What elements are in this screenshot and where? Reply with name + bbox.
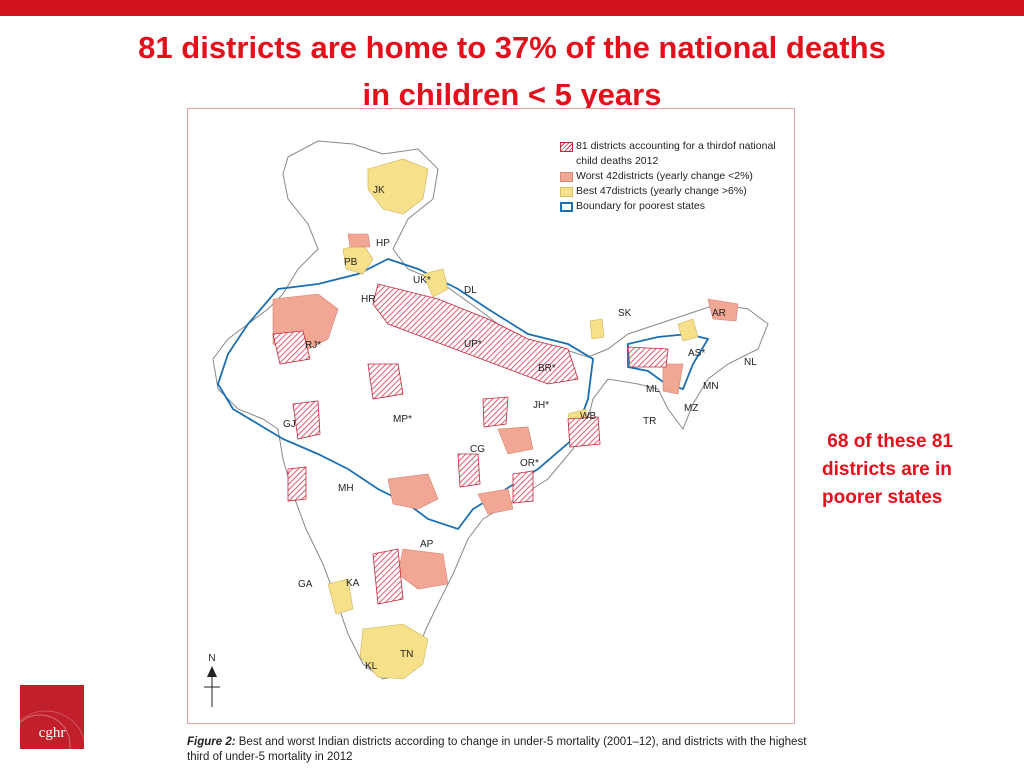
hatched-districts-gj [292,400,321,440]
hatched-districts-ap [372,548,404,605]
state-label-as: AS* [688,348,705,359]
state-label-tr: TR [643,416,656,427]
cghr-logo-mark [20,710,84,749]
worst-districts-hp [347,233,371,248]
figure-caption-label: Figure 2: [187,736,236,748]
state-label-jk: JK [373,185,385,196]
figure-caption-text: Best and worst Indian districts accordin… [187,736,807,763]
state-label-cg: CG [470,444,485,455]
north-arrow: N [204,653,220,707]
figure-caption: Figure 2: Best and worst Indian district… [187,735,807,765]
legend-item-best: Best 47districts (yearly change >6%) [560,184,790,199]
legend-worst-label: Worst 42districts (yearly change <2%) [576,170,753,182]
hatched-districts-as [627,346,669,368]
hatched-districts-cg [457,453,481,488]
legend-item-hatch: 81 districts accounting for a thirdof na… [560,139,790,169]
top-bar [0,0,1024,16]
slide-title-line2: in children < 5 years [362,77,662,112]
legend-item-worst: Worst 42districts (yearly change <2%) [560,169,790,184]
state-label-uk: UK* [413,275,431,286]
state-label-kl: KL [365,661,378,672]
state-label-sk: SK [618,308,632,319]
cghr-logo: cghr [20,685,84,749]
best-districts-sk [589,318,605,340]
worst-districts-cg [497,426,534,455]
legend-best-label: Best 47districts (yearly change >6%) [576,185,747,197]
state-label-wb: WB [580,411,596,422]
legend-hatch-swatch [560,142,573,152]
legend-hatch-label: 81 districts accounting for a thirdof na… [576,140,776,167]
legend-boundary-label: Boundary for poorest states [576,200,705,212]
state-label-pb: PB [344,257,358,268]
best-districts-south [359,623,429,680]
state-label-rj: RJ* [305,340,321,351]
slide-title-line1: 81 districts are home to 37% of the nati… [138,30,886,65]
state-label-ka: KA [346,578,360,589]
cghr-logo-text: cghr [38,725,66,741]
state-label-or: OR* [520,458,539,469]
hatched-districts-mh [287,466,307,502]
slide-title: 81 districts are home to 37% of the nati… [0,24,1024,118]
worst-districts-ar [707,298,739,322]
worst-districts-or [477,488,514,515]
india-district-map: N JK HP PB UK* HR DL RJ* UP* SK AR AS* NL BR* ML MN MZ T… [187,108,795,724]
state-label-ga: GA [298,579,313,590]
state-label-ap: AP [420,539,434,550]
state-label-ml: ML [646,384,660,395]
state-label-hp: HP [376,238,390,249]
map-legend: 81 districts accounting for a thirdof na… [560,139,790,214]
best-districts-ka [327,578,354,615]
state-label-gj: GJ [283,419,296,430]
assam-boundary [627,333,710,391]
state-label-mz: MZ [684,403,698,414]
state-label-tn: TN [400,649,413,660]
state-label-ar: AR [712,308,726,319]
worst-districts-mh [387,473,439,510]
best-districts-jk [367,158,429,215]
legend-worst-swatch [560,172,573,182]
state-label-up: UP* [464,339,482,350]
state-label-mh: MH [338,483,354,494]
state-label-mn: MN [703,381,719,392]
side-note: 68 of these 81 districts are in poorer s… [822,431,953,508]
state-label-jh: JH* [533,400,549,411]
map-svg: N JK HP PB UK* HR DL RJ* UP* SK AR AS* NL BR* ML MN MZ T… [204,140,769,707]
hatched-districts-jh [482,396,509,428]
legend-best-swatch [560,187,573,197]
hatched-districts-up [372,283,579,385]
hatched-districts-mp [367,363,404,400]
legend-item-boundary: Boundary for poorest states [560,199,790,214]
best-districts-uk [422,268,449,298]
state-label-dl: DL [464,285,477,296]
worst-districts-as [662,363,684,395]
state-label-hr: HR [361,294,375,305]
state-label-mp: MP* [393,414,412,425]
north-arrow-icon [207,666,217,677]
best-districts-ne [677,318,699,342]
hatched-districts-rj [272,330,311,365]
state-labels: JK HP PB UK* HR DL RJ* UP* SK AR AS* NL BR* ML MN MZ TR J… [283,185,757,672]
hatched-districts-or [512,470,534,504]
state-label-nl: NL [744,357,757,368]
north-arrow-label: N [208,653,215,664]
hatched-districts-wb [567,416,601,448]
legend-boundary-swatch [560,202,573,212]
state-label-br: BR* [538,363,556,374]
